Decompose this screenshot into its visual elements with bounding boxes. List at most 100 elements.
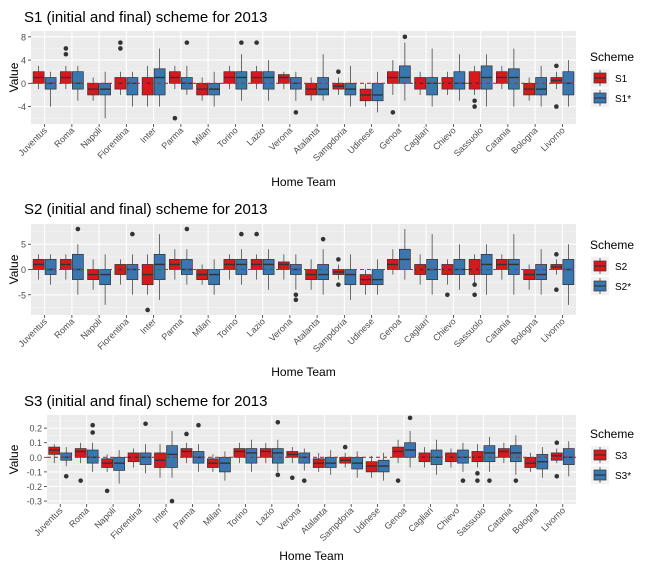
x-tick-label: Cagliari	[406, 505, 435, 534]
legend-label: S1	[615, 74, 628, 85]
x-tick-label: Sassuolo	[455, 505, 488, 538]
outlier-point	[293, 292, 299, 298]
box-S1*-Bologna	[535, 65, 547, 107]
box-body	[317, 264, 329, 280]
outlier-point	[472, 98, 477, 104]
outlier-point	[472, 292, 477, 298]
legend-title: Scheme	[590, 238, 634, 252]
x-axis-label: Home Team	[271, 175, 335, 189]
box-S2-Genoa	[387, 249, 399, 275]
outlier-point	[487, 478, 492, 483]
y-tick-label: -4	[18, 102, 26, 112]
box-S1*-Milan	[208, 71, 220, 107]
box-S3-Parma	[180, 431, 193, 464]
outlier-point	[196, 422, 201, 428]
outlier-point	[90, 430, 95, 435]
box-body	[471, 451, 484, 463]
box-body	[153, 68, 166, 96]
y-tick-label: 0.2	[29, 424, 42, 434]
chart-title: S1 (initial and final) scheme for 2013	[24, 9, 267, 26]
box-body	[371, 82, 384, 102]
box-body	[426, 77, 438, 96]
box-body	[141, 77, 154, 96]
box-body	[219, 456, 231, 473]
outlier-point	[118, 46, 123, 51]
box-body	[535, 264, 547, 280]
box-body	[126, 77, 139, 96]
box-S1-Sampdoria	[332, 69, 345, 95]
box-body	[180, 448, 193, 458]
outlier-point	[184, 226, 190, 232]
outlier-point	[254, 40, 259, 45]
box-S3-Sampdoria	[339, 444, 352, 468]
x-tick-label: Roma	[67, 505, 91, 529]
box-S3-Atalanta	[312, 452, 325, 472]
outlier-point	[554, 104, 559, 109]
outlier-point	[336, 257, 341, 262]
box-body	[365, 461, 378, 473]
box-S3-Udinese	[365, 455, 378, 478]
x-tick-label: Milan	[190, 316, 212, 338]
box-S2*-Sassuolo	[480, 244, 493, 295]
outlier-point	[172, 115, 178, 121]
x-tick-label: Inter	[138, 316, 158, 336]
x-tick-label: Udinese	[346, 125, 376, 155]
box-S2*-Inter	[153, 234, 166, 300]
box-body	[235, 71, 248, 90]
box-body	[508, 259, 520, 275]
chart-panel-2: S2 (initial and final) scheme for 2013 -5…	[7, 201, 634, 379]
box-S3-Milan	[207, 454, 219, 472]
box-S2-Sassuolo	[468, 254, 481, 298]
box-S2*-Napoli	[99, 254, 111, 305]
outlier-point	[75, 226, 81, 232]
y-axis-label: Value	[7, 62, 21, 92]
box-S3*-Inter	[166, 431, 178, 504]
box-S1-Roma	[60, 46, 72, 90]
outlier-point	[472, 104, 477, 109]
x-tick-label: Catania	[483, 316, 512, 345]
box-body	[524, 456, 537, 468]
box-S1*-Sassuolo	[480, 54, 493, 107]
box-body	[562, 259, 575, 286]
outlier-point	[445, 292, 450, 298]
outlier-point	[554, 440, 560, 446]
box-S1*-Sampdoria	[344, 65, 357, 107]
box-body	[550, 452, 563, 461]
outlier-point	[475, 478, 480, 483]
x-tick-label: Lazio	[245, 316, 267, 338]
y-tick-label: 0	[21, 265, 26, 275]
box-body	[72, 253, 84, 280]
x-tick-label: Inter	[151, 505, 171, 525]
box-S3*-Udinese	[377, 452, 390, 481]
box-body	[181, 259, 193, 275]
outlier-point	[320, 236, 326, 242]
x-tick-label: Sassuolo	[452, 316, 485, 349]
box-S2-Napoli	[87, 259, 99, 290]
box-body	[153, 253, 166, 280]
box-body	[371, 269, 384, 286]
y-tick-label: 0	[21, 79, 26, 89]
x-tick-label: Napoli	[78, 125, 103, 150]
box-S2-Lazio	[250, 231, 263, 280]
x-tick-label: Parma	[159, 316, 185, 342]
y-tick-label: -0.2	[26, 482, 42, 492]
box-S3-Genoa	[392, 439, 404, 483]
x-tick-label: Lazio	[245, 125, 267, 147]
outlier-point	[169, 498, 175, 504]
box-body	[166, 445, 178, 468]
box-S2*-Udinese	[371, 259, 384, 295]
box-S3-Roma	[74, 442, 87, 483]
box-body	[235, 259, 248, 275]
box-S1-Juventus	[32, 65, 45, 90]
x-tick-label: Genoa	[382, 505, 408, 531]
box-S2-Udinese	[359, 269, 372, 295]
outlier-point	[336, 69, 341, 74]
x-tick-label: Juventus	[16, 125, 49, 158]
x-tick-label: Catania	[485, 505, 514, 534]
box-body	[139, 452, 152, 465]
outlier-point	[554, 63, 559, 69]
box-body	[453, 71, 466, 90]
box-body	[457, 449, 469, 464]
x-tick-label: Lazio	[254, 505, 276, 527]
box-body	[48, 446, 61, 455]
